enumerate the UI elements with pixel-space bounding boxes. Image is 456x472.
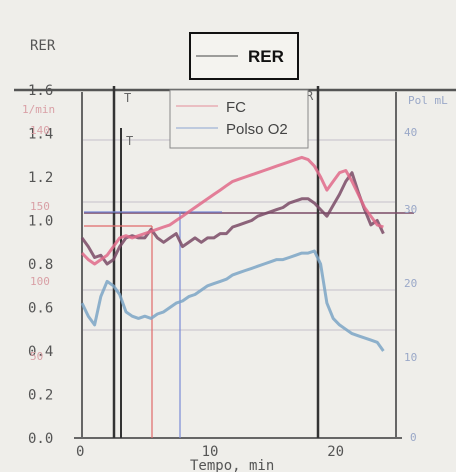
legend-main: RER [189, 32, 299, 80]
marker-label-t1: T [124, 91, 131, 105]
y-tick-label: 0.6 [28, 301, 53, 317]
pulse-tick-label: 40 [404, 126, 417, 139]
y-tick-label: 1.2 [28, 170, 53, 186]
y-tick-label: 1.0 [28, 214, 53, 230]
pulse-tick-label: 30 [404, 203, 417, 216]
series-line-rer [80, 171, 385, 266]
legend-main-label: RER [248, 47, 284, 66]
pulse-axis-label: Pol mL [408, 94, 448, 107]
y-tick-label: 0.4 [28, 344, 53, 360]
series-layer [80, 155, 385, 352]
hr-tick-labels: 100 150 140 50 [30, 124, 50, 363]
y-tick-label: 0.2 [28, 388, 53, 404]
x-tick-label: 10 [202, 444, 219, 460]
hr-tick-label: 50 [30, 350, 43, 363]
legend-label-polso: Polso O2 [226, 121, 288, 138]
hr-axis-label: 1/min [22, 103, 55, 116]
pulse-tick-label: 0 [410, 431, 417, 444]
series-line-polso-o2 [80, 249, 385, 352]
marker-label-r: R [306, 89, 314, 103]
pulse-tick-label: 10 [404, 351, 417, 364]
y-axis-label: RER [30, 38, 56, 54]
x-tick-label: 20 [327, 444, 344, 460]
pulse-tick-labels: 0 10 20 30 40 [404, 126, 417, 444]
y-tick-labels: 0.0 0.2 0.4 0.6 0.8 1.0 1.2 1.4 1.6 [28, 83, 53, 447]
hr-tick-label: 150 [30, 200, 50, 213]
y-tick-label: 1.6 [28, 83, 53, 99]
x-axis-label: Tempo, min [190, 458, 274, 472]
x-tick-label: 0 [76, 444, 84, 460]
x-tick-labels: 0 10 20 [76, 444, 344, 460]
legend-label-fc: FC [226, 99, 246, 116]
legend-secondary: FC Polso O2 [169, 89, 309, 149]
hr-tick-label: 140 [30, 124, 50, 137]
marker-label-t2: T [126, 134, 133, 148]
legend-secondary-box [169, 89, 309, 149]
y-tick-label: 0.0 [28, 431, 53, 447]
y-tick-label: 1.4 [28, 127, 53, 143]
hr-tick-label: 100 [30, 275, 50, 288]
y-tick-label: 0.8 [28, 257, 53, 273]
series-line-fc [80, 155, 384, 266]
pulse-tick-label: 20 [404, 277, 417, 290]
